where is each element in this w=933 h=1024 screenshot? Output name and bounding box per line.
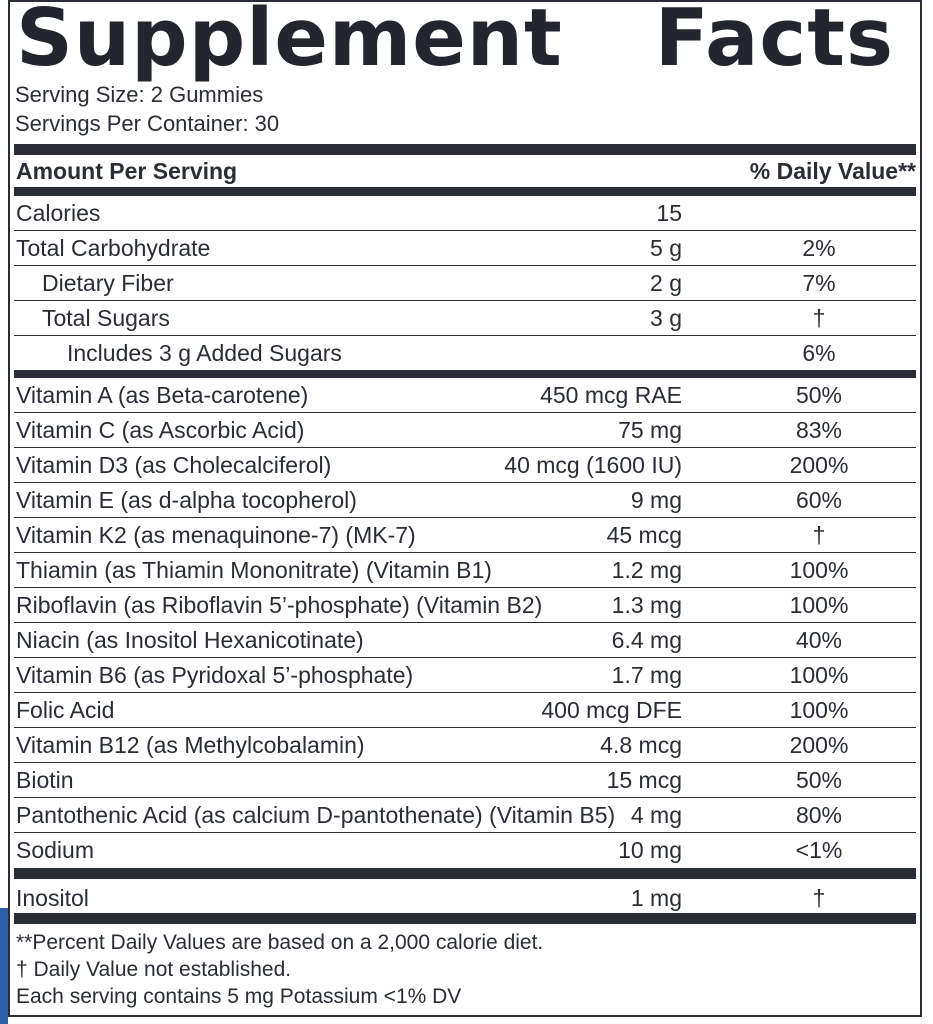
- serving-size: Serving Size: 2 Gummies: [15, 82, 264, 107]
- nutrient-dv: 2%: [802, 235, 836, 261]
- nutrient-row-sodium: Sodium 10 mg <1%: [14, 833, 916, 868]
- nutrient-row-vitamin-k2: Vitamin K2 (as menaquinone-7) (MK-7) 45 …: [14, 518, 916, 553]
- nutrient-row-pantothenic-acid: Pantothenic Acid (as calcium D-pantothen…: [14, 798, 916, 833]
- nutrient-dv: 7%: [802, 270, 836, 296]
- nutrient-amount: 1.7 mg: [611, 662, 682, 688]
- nutrient-dv: †: [812, 885, 826, 911]
- nutrient-amount: 45 mcg: [606, 522, 682, 548]
- nutrient-row-vitamin-e: Vitamin E (as d-alpha tocopherol) 9 mg 6…: [14, 483, 916, 518]
- nutrient-dv: 100%: [789, 557, 849, 583]
- servings-per-container: Servings Per Container: 30: [15, 111, 280, 136]
- nutrient-amount: 15 mcg: [606, 767, 682, 793]
- nutrient-amount: 15: [656, 200, 682, 226]
- nutrient-dv: 40%: [795, 627, 843, 653]
- thick-rule-macros: [14, 371, 916, 378]
- nutrient-row-vitamin-b6: Vitamin B6 (as Pyridoxal 5’-phosphate) 1…: [14, 658, 916, 693]
- nutrient-dv: 200%: [789, 452, 849, 478]
- nutrient-row-vitamin-b12: Vitamin B12 (as Methylcobalamin) 4.8 mcg…: [14, 728, 916, 763]
- thick-rule-vitamins: [14, 868, 916, 879]
- nutrient-amount: 40 mcg (1600 IU): [504, 452, 682, 478]
- nutrient-row-vitamin-d3: Vitamin D3 (as Cholecalciferol) 40 mcg (…: [14, 448, 916, 483]
- nutrient-dv: 6%: [802, 340, 836, 366]
- nutrient-dv: 100%: [789, 697, 849, 723]
- nutrient-dv: 60%: [795, 487, 843, 513]
- nutrient-row-added-sugars: Includes 3 g Added Sugars 6%: [14, 336, 916, 371]
- nutrient-amount: 6.4 mg: [611, 627, 682, 653]
- footnote-dagger: † Daily Value not established.: [16, 958, 292, 981]
- edge-strip: [0, 908, 8, 1024]
- nutrient-name: Folic Acid: [16, 697, 115, 723]
- nutrient-name: Biotin: [16, 767, 74, 793]
- nutrient-amount: 1.2 mg: [611, 557, 682, 583]
- nutrient-dv: 83%: [795, 417, 843, 443]
- nutrient-row-riboflavin: Riboflavin (as Riboflavin 5’-phosphate) …: [14, 588, 916, 623]
- daily-value-label: % Daily Value**: [749, 158, 916, 184]
- nutrient-row-niacin: Niacin (as Inositol Hexanicotinate) 6.4 …: [14, 623, 916, 658]
- nutrient-dv: 200%: [789, 732, 849, 758]
- supplement-facts-panel: Supplement Facts Serving Size: 2 Gummies…: [8, 0, 922, 1017]
- panel-title: Supplement Facts: [16, 0, 916, 80]
- nutrient-name: Vitamin K2 (as menaquinone-7) (MK-7): [16, 522, 416, 548]
- nutrient-name: Niacin (as Inositol Hexanicotinate): [16, 627, 364, 653]
- nutrient-dv: 100%: [789, 592, 849, 618]
- nutrient-name: Vitamin A (as Beta-carotene): [16, 382, 309, 408]
- nutrient-dv: †: [812, 305, 826, 331]
- nutrient-amount: 3 g: [650, 305, 682, 331]
- nutrient-amount: 1.3 mg: [611, 592, 682, 618]
- nutrient-amount: 4 mg: [630, 802, 682, 828]
- nutrient-row-calories: Calories 15: [14, 196, 916, 231]
- nutrient-amount: 1 mg: [630, 885, 682, 911]
- nutrient-name: Vitamin C (as Ascorbic Acid): [16, 417, 305, 443]
- nutrient-dv: 50%: [795, 767, 843, 793]
- thick-rule-bottom: [14, 913, 916, 924]
- footnote-potassium: Each serving contains 5 mg Potassium <1%…: [16, 985, 462, 1008]
- nutrient-amount: 450 mcg RAE: [540, 382, 682, 408]
- nutrient-row-vitamin-c: Vitamin C (as Ascorbic Acid) 75 mg 83%: [14, 413, 916, 448]
- nutrient-row-vitamin-a: Vitamin A (as Beta-carotene) 450 mcg RAE…: [14, 378, 916, 413]
- nutrient-dv: 50%: [795, 382, 843, 408]
- nutrient-row-total-sugars: Total Sugars 3 g †: [14, 301, 916, 336]
- nutrient-dv: <1%: [795, 837, 843, 863]
- nutrient-name: Total Carbohydrate: [16, 235, 211, 261]
- nutrient-name: Vitamin B12 (as Methylcobalamin): [16, 732, 365, 758]
- nutrient-name: Total Sugars: [42, 305, 170, 331]
- nutrient-dv: 100%: [789, 662, 849, 688]
- nutrient-row-folic-acid: Folic Acid 400 mcg DFE 100%: [14, 693, 916, 728]
- nutrient-row-total-carbohydrate: Total Carbohydrate 5 g 2%: [14, 231, 916, 266]
- nutrient-row-thiamin: Thiamin (as Thiamin Mononitrate) (Vitami…: [14, 553, 916, 588]
- nutrient-amount: 75 mg: [618, 417, 682, 443]
- nutrient-name: Inositol: [16, 885, 89, 911]
- nutrient-row-dietary-fiber: Dietary Fiber 2 g 7%: [14, 266, 916, 301]
- nutrient-name: Vitamin E (as d-alpha tocopherol): [16, 487, 357, 513]
- nutrient-dv: 80%: [795, 802, 843, 828]
- column-header: Amount Per Serving % Daily Value**: [14, 155, 916, 188]
- footnote-daily-values: **Percent Daily Values are based on a 2,…: [16, 931, 544, 954]
- nutrient-name: Calories: [16, 200, 101, 226]
- title-word-supplement: Supplement: [16, 0, 563, 84]
- nutrient-row-inositol: Inositol 1 mg †: [14, 881, 916, 916]
- nutrient-name: Pantothenic Acid (as calcium D-pantothen…: [16, 802, 616, 828]
- nutrient-name: Vitamin D3 (as Cholecalciferol): [16, 452, 332, 478]
- nutrient-amount: 2 g: [650, 270, 682, 296]
- nutrient-amount: 4.8 mcg: [600, 732, 682, 758]
- thick-rule-header: [14, 188, 916, 196]
- nutrient-amount: 9 mg: [630, 487, 682, 513]
- nutrient-amount: 400 mcg DFE: [541, 697, 682, 723]
- nutrient-dv: †: [812, 522, 826, 548]
- amount-per-serving-label: Amount Per Serving: [16, 158, 238, 184]
- nutrient-name: Sodium: [16, 837, 94, 863]
- nutrient-row-biotin: Biotin 15 mcg 50%: [14, 763, 916, 798]
- nutrient-amount: 10 mg: [618, 837, 682, 863]
- nutrient-name: Vitamin B6 (as Pyridoxal 5’-phosphate): [16, 662, 414, 688]
- nutrient-name: Thiamin (as Thiamin Mononitrate) (Vitami…: [16, 557, 492, 583]
- nutrient-amount: 5 g: [650, 235, 682, 261]
- nutrient-name: Dietary Fiber: [42, 270, 174, 296]
- thick-rule-top: [14, 144, 916, 155]
- title-word-facts: Facts: [654, 0, 894, 84]
- nutrient-name: Riboflavin (as Riboflavin 5’-phosphate) …: [16, 592, 543, 618]
- nutrient-name: Includes 3 g Added Sugars: [67, 340, 342, 366]
